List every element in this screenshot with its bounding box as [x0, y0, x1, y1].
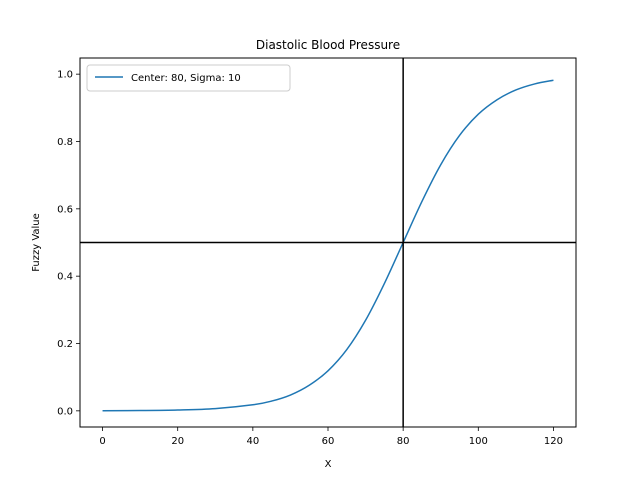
x-tick-label: 100	[469, 436, 488, 447]
y-axis-label: Fuzzy Value	[31, 213, 42, 272]
y-tick-label: 0.0	[57, 406, 73, 417]
x-axis-label: X	[325, 459, 332, 470]
y-tick-label: 1.0	[57, 70, 73, 81]
y-tick-label: 0.8	[57, 137, 73, 148]
legend-box	[86, 64, 291, 92]
x-tick-label: 40	[246, 436, 259, 447]
plot-area: 0 20 40 60 80 100 120 0.0 0.2 0.4 0.6 0.8 1.0	[57, 57, 577, 447]
x-axis-ticks: 0 20 40 60 80 100 120	[99, 427, 563, 447]
chart-title: Diastolic Blood Pressure	[256, 38, 400, 52]
y-tick-label: 0.6	[57, 204, 73, 215]
legend: Center: 80, Sigma: 10	[86, 64, 291, 92]
y-tick-label: 0.2	[57, 339, 73, 350]
x-tick-label: 60	[322, 436, 335, 447]
y-tick-label: 0.4	[57, 272, 73, 283]
series-line-0	[102, 79, 554, 412]
series-layer	[102, 79, 554, 412]
reference-lines	[80, 58, 576, 427]
legend-entry-label: Center: 80, Sigma: 10	[131, 73, 241, 84]
x-tick-label: 120	[544, 436, 563, 447]
x-tick-label: 0	[99, 436, 105, 447]
y-axis-ticks: 0.0 0.2 0.4 0.6 0.8 1.0	[57, 70, 80, 417]
x-tick-label: 20	[171, 436, 184, 447]
x-tick-label: 80	[397, 436, 410, 447]
